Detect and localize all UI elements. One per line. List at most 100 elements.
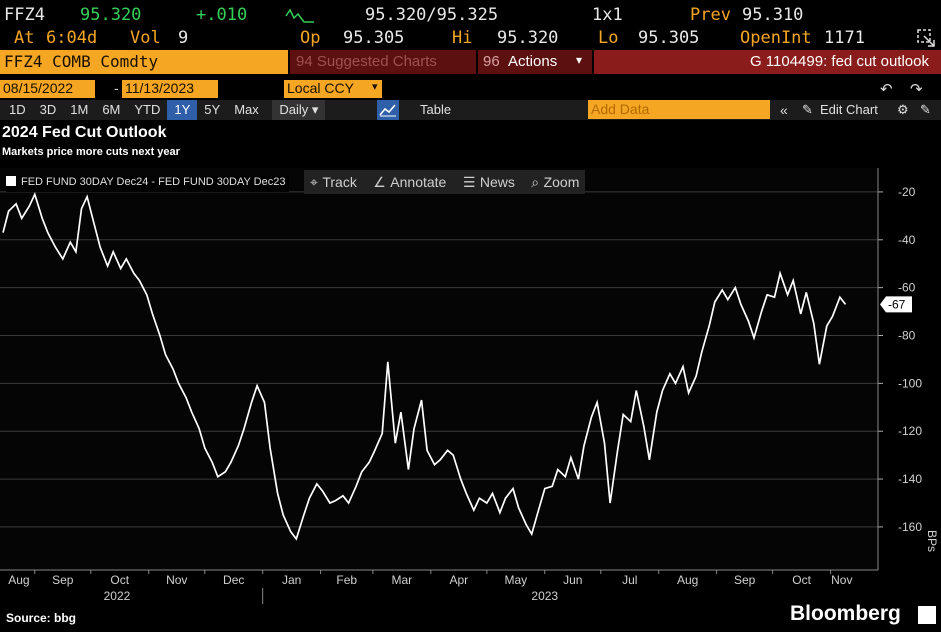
actions-menu[interactable]: 96 Actions ▾ — [478, 50, 592, 74]
annotate-icon: ∠ — [373, 174, 386, 190]
open-interest-label: OpenInt — [740, 28, 812, 48]
low-label: Lo — [598, 28, 619, 48]
security-field[interactable]: FFZ4 COMB Comdty — [0, 50, 288, 74]
vol-label: Vol — [130, 28, 161, 48]
period-5y[interactable]: 5Y — [204, 102, 221, 117]
pencil-icon[interactable]: ✎ — [802, 102, 813, 117]
edit-chart-button[interactable]: Edit Chart — [820, 102, 878, 117]
y-tick-label: -120 — [898, 424, 922, 438]
end-date-field[interactable]: 11/13/2023 — [122, 80, 218, 98]
start-date-field[interactable]: 08/15/2022 — [0, 80, 95, 98]
period-1y[interactable]: 1Y — [167, 100, 198, 120]
y-axis-label: BPs — [925, 530, 939, 552]
track-button[interactable]: Track — [322, 174, 357, 190]
actions-number: 96 — [483, 53, 500, 70]
chart-subtitle: Markets price more cuts next year — [2, 146, 180, 158]
add-data-input[interactable]: Add Data — [588, 100, 770, 119]
last-value-label: -67 — [880, 296, 912, 313]
x-tick-label: Oct — [110, 573, 129, 587]
chart-id-field[interactable]: G 1104499: fed cut outlook — [594, 50, 941, 74]
y-tick-label: -20 — [898, 185, 916, 199]
x-tick-label: Jun — [563, 573, 582, 587]
chart-options-icon[interactable]: ✎ — [920, 102, 931, 117]
period-1m[interactable]: 1M — [70, 102, 89, 117]
currency-text: Local CCY — [287, 80, 354, 96]
price-change: +.010 — [196, 5, 248, 25]
settings-icon[interactable]: ⚙ — [897, 102, 909, 117]
low-value: 95.305 — [638, 28, 700, 48]
y-tick-label: -40 — [898, 233, 916, 247]
period-3d[interactable]: 3D — [39, 102, 57, 117]
security-text: FFZ4 COMB Comdty — [4, 52, 159, 71]
legend-swatch — [6, 176, 16, 186]
frequency-select[interactable]: Daily ▾ — [272, 100, 326, 120]
x-tick-label: Nov — [166, 573, 187, 587]
actions-label: Actions — [508, 53, 558, 70]
x-axis: Aug Sep Oct Nov Dec Jan Feb Mar Apr May Jun Jul Aug S… — [0, 569, 878, 604]
period-max[interactable]: Max — [234, 102, 259, 117]
series-line — [2, 191, 847, 541]
zoom-button[interactable]: Zoom — [543, 174, 580, 190]
x-tick-label: Feb — [336, 573, 357, 587]
start-date-text: 08/15/2022 — [3, 80, 74, 96]
redo-icon[interactable]: ↷ — [910, 81, 923, 98]
open-label: Op — [300, 28, 321, 48]
chart-title: 2024 Fed Cut Outlook — [2, 124, 167, 141]
plot-area — [0, 168, 878, 570]
period-1d[interactable]: 1D — [9, 102, 26, 117]
last-price: 95.320 — [80, 5, 142, 25]
squiggle-icon — [284, 6, 320, 31]
at-label: At — [14, 28, 35, 48]
x-year-label: 2022 — [104, 589, 131, 603]
x-tick-label: Dec — [223, 573, 244, 587]
legend[interactable]: FED FUND 30DAY Dec24 - FED FUND 30DAY De… — [6, 176, 290, 192]
x-year-label: 2023 — [531, 589, 558, 603]
y-tick-label: -60 — [898, 281, 916, 295]
add-data-placeholder: Add Data — [591, 101, 650, 117]
x-tick-label: Mar — [392, 573, 413, 587]
x-tick-label: Apr — [449, 573, 468, 587]
time-value: 6:04d — [46, 28, 98, 48]
undo-icon[interactable]: ↶ — [880, 81, 893, 98]
date-separator: - — [114, 80, 119, 96]
x-tick-label: Aug — [8, 573, 29, 587]
x-tick-label: Jul — [622, 573, 637, 587]
y-tick-label: -140 — [898, 472, 922, 486]
zoom-icon: ⌕ — [531, 174, 540, 190]
bloomberg-logo: Bloomberg — [790, 602, 901, 625]
x-tick-label: Jan — [282, 573, 301, 587]
prev-label: Prev — [690, 5, 731, 25]
export-icon[interactable] — [916, 28, 936, 53]
open-interest-value: 1171 — [824, 28, 865, 48]
period-ytd[interactable]: YTD — [134, 102, 161, 117]
vol-value: 9 — [178, 28, 189, 48]
currency-select[interactable]: Local CCY ▾ — [284, 80, 382, 98]
high-value: 95.320 — [497, 28, 559, 48]
period-buttons: 1D 3D 1M 6M YTD 1Y 5Y Max Daily ▾ — [2, 100, 326, 120]
x-tick-label: Aug — [677, 573, 698, 587]
news-icon: ☰ — [462, 174, 476, 190]
chart-id-text: G 1104499: fed cut outlook — [749, 53, 929, 70]
y-tick-label: -80 — [898, 329, 916, 343]
x-tick-label: Sep — [734, 573, 756, 587]
period-6m[interactable]: 6M — [102, 102, 121, 117]
frequency-label: Daily — [279, 102, 309, 117]
chevron-down-icon: ▾ — [372, 81, 378, 93]
line-chart: -20 -40 -60 -80 -100 -120 -140 -160 Aug Sep Oct No… — [0, 168, 939, 604]
chevron-down-icon: ▾ — [576, 53, 583, 67]
table-button[interactable]: Table — [420, 102, 452, 117]
annotate-button[interactable]: Annotate — [390, 174, 447, 190]
ticker[interactable]: FFZ4 — [4, 5, 45, 25]
suggested-charts-button[interactable]: 94 Suggested Charts — [290, 50, 476, 74]
prev-value: 95.310 — [742, 5, 804, 25]
chevrons-left-icon[interactable]: « — [780, 102, 788, 118]
open-value: 95.305 — [343, 28, 405, 48]
x-tick-label: Sep — [52, 573, 74, 587]
chart-line-icon[interactable] — [377, 100, 399, 120]
suggested-charts-label: 94 Suggested Charts — [296, 53, 437, 70]
legend-label: FED FUND 30DAY Dec24 - FED FUND 30DAY De… — [21, 176, 286, 188]
last-value-text: -67 — [888, 297, 906, 311]
news-button[interactable]: News — [479, 174, 515, 190]
bid-ask-size: 1x1 — [592, 5, 623, 25]
x-tick-label: Nov — [831, 573, 852, 587]
